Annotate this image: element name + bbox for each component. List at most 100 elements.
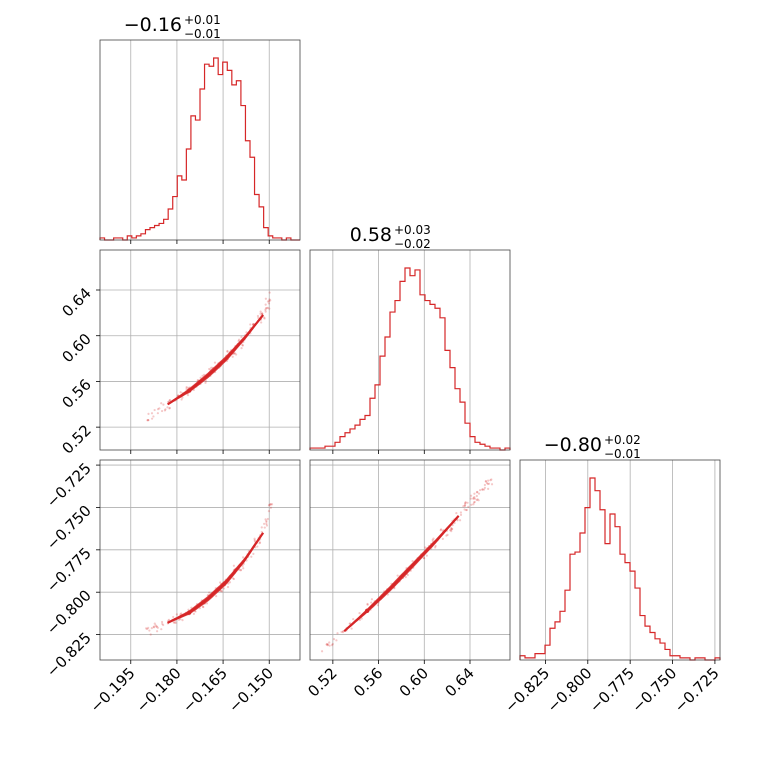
sample-point	[168, 407, 171, 410]
scatter-panel-p0_vs_p1	[96, 249, 301, 454]
y-tick-label: −0.725	[43, 459, 95, 511]
sample-point	[459, 511, 463, 514]
sample-point	[204, 381, 207, 384]
sample-point	[232, 577, 236, 581]
x-tick-label: −0.165	[179, 664, 231, 716]
sample-point	[475, 494, 478, 498]
sample-point	[263, 317, 266, 320]
sample-point	[160, 402, 163, 405]
sample-point	[352, 617, 355, 621]
x-tick-label: 0.56	[350, 664, 386, 700]
sample-point	[477, 492, 481, 495]
sample-point	[487, 482, 491, 485]
sample-point	[202, 605, 205, 609]
sample-point	[340, 630, 343, 634]
sample-point	[469, 497, 472, 500]
sample-point	[261, 312, 264, 315]
sample-point	[172, 615, 175, 619]
sample-point	[237, 339, 240, 343]
sample-point	[425, 554, 428, 557]
sample-point	[348, 622, 351, 625]
sample-point	[180, 398, 183, 401]
sample-point	[268, 307, 271, 310]
sample-point	[326, 643, 329, 646]
sample-point	[163, 409, 167, 412]
sample-point	[481, 488, 484, 491]
param-title-value: 0.58	[350, 224, 392, 246]
y-tick-label: −0.800	[43, 586, 95, 638]
sample-point	[450, 528, 453, 531]
sample-point	[472, 497, 475, 500]
sample-point	[253, 539, 256, 542]
sample-point	[181, 619, 184, 622]
sample-point	[445, 534, 448, 537]
sample-point	[483, 486, 487, 489]
sample-point	[441, 537, 444, 540]
sample-point	[220, 590, 224, 593]
sample-point	[464, 508, 468, 512]
panel-frame	[309, 249, 511, 451]
panel-frame	[99, 459, 301, 661]
sample-point	[264, 518, 267, 521]
param-title-plus: +0.01	[184, 13, 221, 27]
sample-point	[434, 544, 437, 548]
sample-point	[328, 641, 331, 644]
sample-point	[489, 479, 492, 482]
sample-point	[477, 499, 480, 502]
sample-point	[152, 415, 155, 418]
sample-point	[267, 504, 271, 507]
sample-point	[472, 501, 476, 504]
sample-point	[150, 412, 154, 415]
sample-point	[179, 618, 182, 621]
sample-point	[263, 526, 266, 529]
sample-point	[449, 529, 452, 532]
sample-point	[261, 312, 264, 315]
sample-point	[232, 564, 235, 567]
sample-point	[422, 556, 425, 560]
contour-line	[167, 532, 265, 624]
contour-line	[167, 532, 264, 624]
sample-point	[146, 627, 149, 631]
y-tick-label: 0.64	[58, 284, 94, 320]
sample-point	[219, 581, 222, 584]
sample-point	[464, 502, 467, 506]
sample-point	[259, 310, 262, 313]
sample-point	[204, 380, 208, 383]
x-tick-label: −0.825	[501, 664, 553, 716]
y-tick-label: −0.825	[43, 629, 95, 681]
sample-point	[226, 585, 230, 589]
sample-point	[239, 568, 243, 571]
sample-point	[432, 537, 435, 540]
sample-point	[233, 352, 236, 355]
histogram-0	[99, 57, 300, 241]
param-title-value: −0.80	[544, 434, 602, 456]
sample-point	[166, 406, 169, 409]
sample-point	[266, 300, 270, 303]
sample-point	[269, 299, 272, 302]
sample-point	[446, 533, 449, 536]
scatter-panel-p1_vs_p2	[309, 459, 511, 664]
sample-point	[242, 567, 245, 570]
sample-point	[264, 310, 267, 313]
sample-point	[161, 622, 164, 625]
param-title-plus: +0.02	[604, 433, 641, 447]
sample-point	[268, 299, 271, 303]
sample-point	[455, 512, 458, 515]
sample-point	[240, 335, 243, 339]
density-peak	[364, 608, 370, 614]
sample-point	[226, 349, 229, 353]
sample-point	[431, 538, 434, 541]
sample-point	[264, 307, 268, 310]
y-tick-label: 0.52	[58, 421, 94, 457]
sample-point	[463, 504, 466, 507]
sample-point	[265, 307, 268, 310]
sample-point	[208, 591, 211, 594]
sample-point	[156, 412, 159, 415]
sample-point	[173, 621, 176, 624]
sample-point	[147, 419, 150, 422]
sample-point	[487, 479, 490, 482]
panel-frame	[519, 459, 721, 661]
hist-panel-0: −0.16 +0.01−0.01	[99, 13, 301, 244]
sample-point	[473, 500, 476, 504]
sample-point	[187, 608, 190, 611]
